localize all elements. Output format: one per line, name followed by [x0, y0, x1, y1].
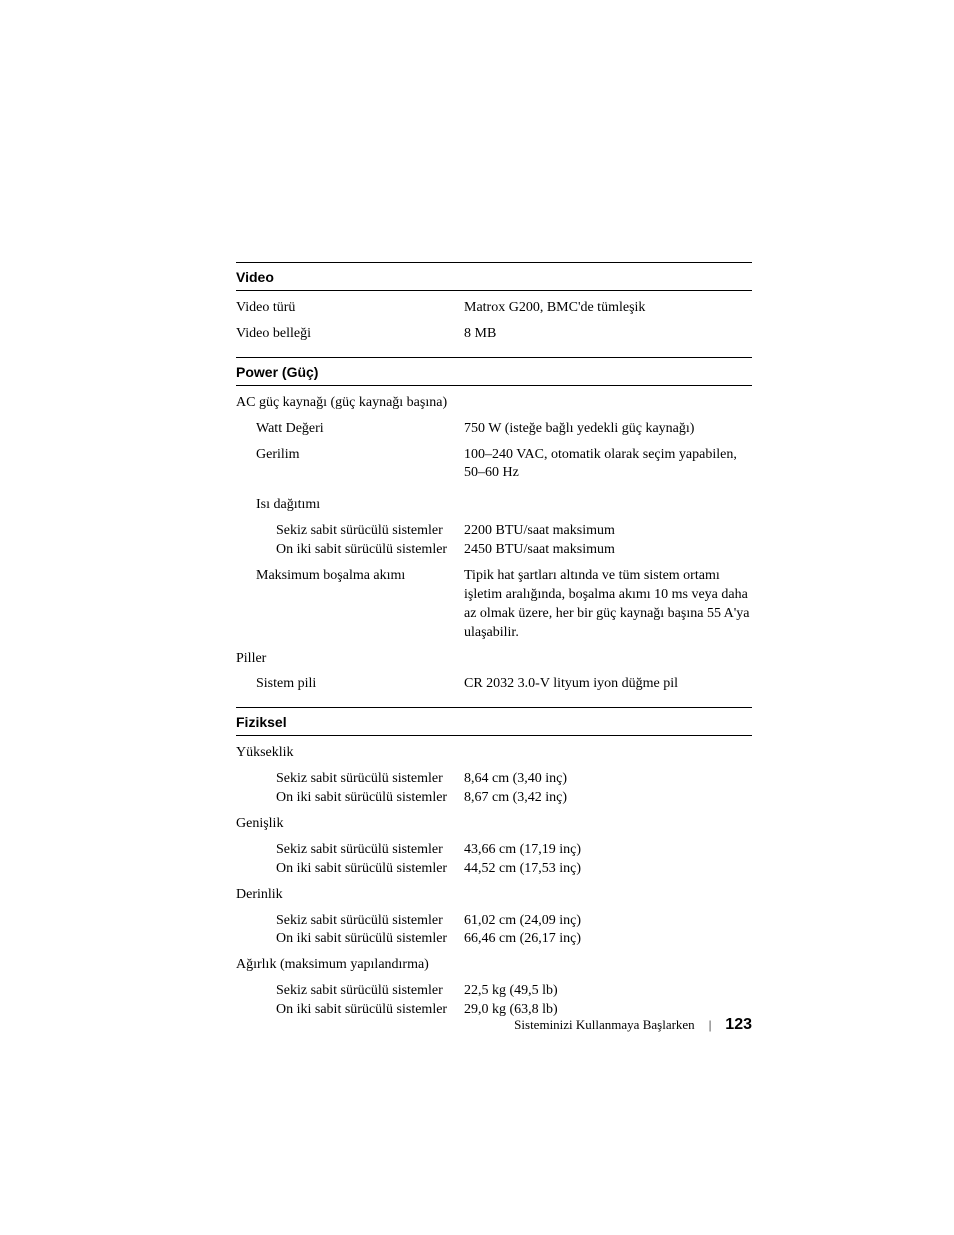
spec-label: Isı dağıtımı: [236, 496, 752, 515]
spec-row-height: Yükseklik: [236, 744, 752, 763]
page-footer: Sisteminizi Kullanmaya Başlarken | 123: [236, 1016, 752, 1034]
spec-row-heat-12: On iki sabit sürücülü sistemler 2450 BTU…: [236, 541, 752, 560]
spec-row-heat: Isı dağıtımı: [236, 496, 752, 515]
spec-row-weight: Ağırlık (maksimum yapılandırma): [236, 956, 752, 975]
spec-label: On iki sabit sürücülü sistemler: [236, 789, 464, 808]
footer-title: Sisteminizi Kullanmaya Başlarken: [514, 1017, 695, 1033]
spec-label: Maksimum boşalma akımı: [236, 567, 464, 643]
footer-page-number: 123: [725, 1016, 752, 1034]
spec-label: Sistem pili: [236, 675, 464, 694]
spec-label: Ağırlık (maksimum yapılandırma): [236, 956, 752, 975]
spec-value: 22,5 kg (49,5 lb): [464, 982, 752, 1001]
spec-label: On iki sabit sürücülü sistemler: [236, 930, 464, 949]
spec-label: Sekiz sabit sürücülü sistemler: [236, 522, 464, 541]
spec-label: Genişlik: [236, 815, 752, 834]
spec-row-wattage: Watt Değeri 750 W (isteğe bağlı yedekli …: [236, 420, 752, 439]
spec-value: 44,52 cm (17,53 inç): [464, 860, 752, 879]
spec-value: CR 2032 3.0-V lityum iyon düğme pil: [464, 675, 752, 694]
spec-value: 66,46 cm (26,17 inç): [464, 930, 752, 949]
spec-label: Yükseklik: [236, 744, 752, 763]
spec-label: On iki sabit sürücülü sistemler: [236, 860, 464, 879]
spec-value: 8 MB: [464, 325, 752, 344]
spec-label: Watt Değeri: [236, 420, 464, 439]
spec-value: Matrox G200, BMC'de tümleşik: [464, 299, 752, 318]
spec-row-video-type: Video türü Matrox G200, BMC'de tümleşik: [236, 299, 752, 318]
section-header-physical: Fiziksel: [236, 707, 752, 736]
spec-label: Sekiz sabit sürücülü sistemler: [236, 982, 464, 1001]
footer-separator: |: [709, 1017, 712, 1033]
spec-row-voltage: Gerilim 100–240 VAC, otomatik olarak seç…: [236, 446, 752, 484]
spec-row-heat-8: Sekiz sabit sürücülü sistemler 2200 BTU/…: [236, 522, 752, 541]
spec-label: On iki sabit sürücülü sistemler: [236, 541, 464, 560]
section-header-video: Video: [236, 262, 752, 291]
spec-value: 2200 BTU/saat maksimum: [464, 522, 752, 541]
spec-row-height-12: On iki sabit sürücülü sistemler 8,67 cm …: [236, 789, 752, 808]
spec-row-video-memory: Video belleği 8 MB: [236, 325, 752, 344]
spec-row-depth: Derinlik: [236, 886, 752, 905]
spec-label: Sekiz sabit sürücülü sistemler: [236, 841, 464, 860]
spec-label: Video belleği: [236, 325, 464, 344]
spec-row-ac-supply: AC güç kaynağı (güç kaynağı başına): [236, 394, 752, 413]
spec-row-depth-8: Sekiz sabit sürücülü sistemler 61,02 cm …: [236, 912, 752, 931]
spec-label: Video türü: [236, 299, 464, 318]
spec-label: Piller: [236, 650, 752, 669]
spec-row-depth-12: On iki sabit sürücülü sistemler 66,46 cm…: [236, 930, 752, 949]
spec-row-system-battery: Sistem pili CR 2032 3.0-V lityum iyon dü…: [236, 675, 752, 694]
spec-value: 61,02 cm (24,09 inç): [464, 912, 752, 931]
spec-label: AC güç kaynağı (güç kaynağı başına): [236, 394, 752, 413]
spec-value: 43,66 cm (17,19 inç): [464, 841, 752, 860]
spec-label: Sekiz sabit sürücülü sistemler: [236, 770, 464, 789]
spec-value: Tipik hat şartları altında ve tüm sistem…: [464, 567, 752, 643]
spec-value: 100–240 VAC, otomatik olarak seçim yapab…: [464, 446, 752, 484]
spec-value: 8,64 cm (3,40 inç): [464, 770, 752, 789]
spec-value: 750 W (isteğe bağlı yedekli güç kaynağı): [464, 420, 752, 439]
page-content: Video Video türü Matrox G200, BMC'de tüm…: [236, 262, 752, 1027]
spec-row-height-8: Sekiz sabit sürücülü sistemler 8,64 cm (…: [236, 770, 752, 789]
spec-value: 2450 BTU/saat maksimum: [464, 541, 752, 560]
spec-label: Gerilim: [236, 446, 464, 484]
spec-row-weight-8: Sekiz sabit sürücülü sistemler 22,5 kg (…: [236, 982, 752, 1001]
spec-label: Sekiz sabit sürücülü sistemler: [236, 912, 464, 931]
spec-value: 8,67 cm (3,42 inç): [464, 789, 752, 808]
spec-label: Derinlik: [236, 886, 752, 905]
spec-row-width: Genişlik: [236, 815, 752, 834]
spec-row-width-12: On iki sabit sürücülü sistemler 44,52 cm…: [236, 860, 752, 879]
section-header-power: Power (Güç): [236, 357, 752, 386]
spec-row-width-8: Sekiz sabit sürücülü sistemler 43,66 cm …: [236, 841, 752, 860]
spec-row-inrush: Maksimum boşalma akımı Tipik hat şartlar…: [236, 567, 752, 643]
spec-row-batteries: Piller: [236, 650, 752, 669]
